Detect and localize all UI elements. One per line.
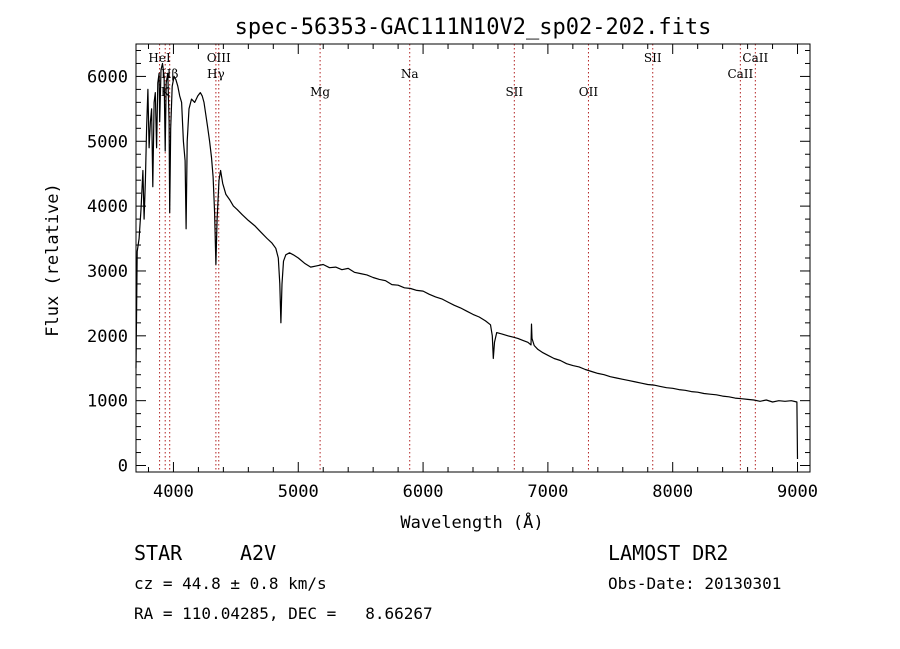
spectral-line-label: CaII — [727, 67, 753, 81]
x-tick-label: 8000 — [652, 482, 693, 502]
x-tick-label: 5000 — [278, 482, 319, 502]
spectral-line-label: Na — [401, 67, 419, 81]
y-tick-label: 5000 — [87, 132, 128, 152]
object-type-label: STAR — [134, 541, 183, 565]
x-axis-label: Wavelength (Å) — [400, 511, 543, 533]
spectrum-line — [135, 62, 799, 460]
y-tick-label: 0 — [118, 457, 128, 477]
x-tick-label: 9000 — [777, 482, 818, 502]
x-tick-label: 7000 — [527, 482, 568, 502]
spectral-line-label: OII — [579, 85, 599, 99]
redshift-label: cz = 44.8 ± 0.8 km/s — [134, 574, 327, 593]
spectral-line-label: CaII — [742, 51, 768, 65]
coordinates-label: RA = 110.04285, DEC = 8.66267 — [134, 604, 433, 623]
obs-date-label: Obs-Date: 20130301 — [608, 574, 782, 593]
y-axis-label: Flux (relative) — [43, 183, 63, 337]
x-tick-label: 4000 — [153, 482, 194, 502]
axis-ticks: 4000 5000 6000 7000 8000 9000 0 1000 2000 3000 400… — [87, 44, 818, 502]
y-tick-label: 1000 — [87, 392, 128, 412]
spectrum-series — [135, 62, 799, 460]
spectral-line-label: Hγ — [207, 67, 225, 81]
spectral-line-label: SII — [644, 51, 662, 65]
spectral-line-label: Mg — [310, 85, 330, 99]
y-tick-label: 4000 — [87, 197, 128, 217]
spectral-line-label: HeI — [148, 51, 171, 65]
y-tick-label: 3000 — [87, 262, 128, 282]
y-tick-label: 6000 — [87, 67, 128, 87]
chart-title: spec-56353-GAC111N10V2_sp02-202.fits — [235, 15, 712, 40]
plot-frame — [135, 43, 811, 473]
x-tick-label: 6000 — [403, 482, 444, 502]
y-tick-label: 2000 — [87, 327, 128, 347]
subclass-label: A2V — [240, 541, 277, 565]
spectral-line-label: OIII — [207, 51, 231, 65]
survey-label: LAMOST DR2 — [608, 541, 729, 565]
spectral-line-label: SII — [505, 85, 523, 99]
